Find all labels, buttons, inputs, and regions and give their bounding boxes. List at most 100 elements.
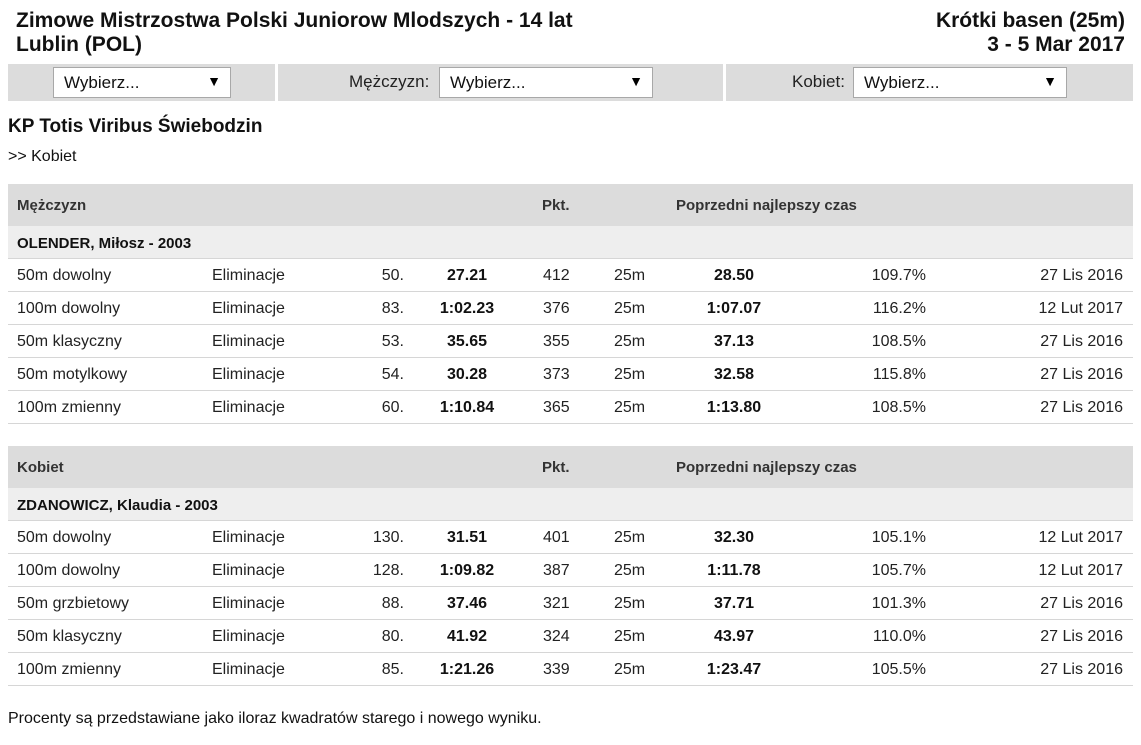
previous-best-time: 32.58 xyxy=(713,366,755,383)
percentage: 116.2% xyxy=(872,300,926,317)
athlete-row: OLENDER, Miłosz - 2003 xyxy=(8,226,1133,259)
previous-best-date: 27 Lis 2016 xyxy=(1040,661,1123,678)
footnote: Procenty są przedstawiane jako iloraz kw… xyxy=(8,710,542,727)
athlete-name[interactable]: ZDANOWICZ, Klaudia - 2003 xyxy=(17,497,218,514)
meet-title-block: Zimowe Mistrzostwa Polski Juniorow Mlods… xyxy=(16,9,573,57)
previous-best-time: 37.13 xyxy=(713,333,755,350)
table-row: 50m dowolny Eliminacje 130. 31.51 401 25… xyxy=(8,521,1133,554)
previous-best-date: 27 Lis 2016 xyxy=(1040,267,1123,284)
table-row: 100m dowolny Eliminacje 83. 1:02.23 376 … xyxy=(8,292,1133,325)
percentage: 110.0% xyxy=(872,628,926,645)
women-select[interactable]: Wybierz... ▼ xyxy=(853,67,1067,98)
table-row: 50m klasyczny Eliminacje 53. 35.65 355 2… xyxy=(8,325,1133,358)
points: 373 xyxy=(543,366,570,383)
percentage: 105.7% xyxy=(871,562,926,579)
event-select[interactable]: Wybierz... ▼ xyxy=(53,67,231,98)
previous-best-date: 12 Lut 2017 xyxy=(1038,529,1123,546)
results-table-women: Kobiet Pkt. Poprzedni najlepszy czas ZDA… xyxy=(8,446,1133,686)
course: 25m xyxy=(614,399,646,416)
round: Eliminacje xyxy=(212,399,285,416)
points: 324 xyxy=(543,628,570,645)
women-filter-label: Kobiet: xyxy=(792,72,845,91)
table-row: 50m motylkowy Eliminacje 54. 30.28 373 2… xyxy=(8,358,1133,391)
event-name: 50m dowolny xyxy=(17,529,112,546)
result-time: 37.46 xyxy=(446,595,488,612)
round: Eliminacje xyxy=(212,628,285,645)
section-title: Mężczyzn xyxy=(17,197,87,214)
round: Eliminacje xyxy=(212,595,285,612)
table-row: 50m grzbietowy Eliminacje 88. 37.46 321 … xyxy=(8,587,1133,620)
percentage: 105.5% xyxy=(871,661,926,678)
event-name: 100m zmienny xyxy=(17,661,122,678)
round: Eliminacje xyxy=(212,267,285,284)
points: 339 xyxy=(543,661,570,678)
course: 25m xyxy=(614,661,646,678)
men-filter-label: Mężczyzn: xyxy=(349,72,430,91)
place: 83. xyxy=(381,300,404,317)
chevron-down-icon: ▼ xyxy=(207,73,221,89)
round: Eliminacje xyxy=(212,366,285,383)
course: 25m xyxy=(614,529,646,546)
table-header: Kobiet Pkt. Poprzedni najlepszy czas xyxy=(8,446,1133,488)
event-name: 100m dowolny xyxy=(17,562,121,579)
place: 50. xyxy=(381,267,404,284)
round: Eliminacje xyxy=(212,333,285,350)
result-time: 31.51 xyxy=(446,529,488,546)
event-name: 50m grzbietowy xyxy=(17,595,130,612)
event-name: 50m klasyczny xyxy=(17,333,122,350)
previous-best-date: 27 Lis 2016 xyxy=(1040,333,1123,350)
place: 60. xyxy=(381,399,404,416)
previous-best-time: 1:13.80 xyxy=(706,399,762,416)
place: 53. xyxy=(381,333,404,350)
previous-best-time: 43.97 xyxy=(713,628,755,645)
course: 25m xyxy=(614,333,646,350)
percentage: 105.1% xyxy=(871,529,926,546)
course: 25m xyxy=(614,595,646,612)
chevron-down-icon: ▼ xyxy=(1043,73,1057,89)
results-table-men: Mężczyzn Pkt. Poprzedni najlepszy czas O… xyxy=(8,184,1133,424)
previous-best-time: 32.30 xyxy=(713,529,755,546)
athlete-name[interactable]: OLENDER, Miłosz - 2003 xyxy=(17,235,192,252)
round: Eliminacje xyxy=(212,300,285,317)
points: 355 xyxy=(543,333,570,350)
previous-best-date: 27 Lis 2016 xyxy=(1040,399,1123,416)
men-select[interactable]: Wybierz... ▼ xyxy=(439,67,653,98)
result-time: 27.21 xyxy=(446,267,488,284)
filter-divider xyxy=(723,64,726,101)
result-time: 1:21.26 xyxy=(439,661,495,678)
previous-best-time: 1:07.07 xyxy=(706,300,762,317)
points: 321 xyxy=(543,595,570,612)
event-select-value: Wybierz... xyxy=(64,73,140,92)
event-name: 50m motylkowy xyxy=(17,366,128,383)
filter-bar: Wybierz... ▼ Mężczyzn: Wybierz... ▼ Kobi… xyxy=(8,64,1133,101)
table-row: 100m dowolny Eliminacje 128. 1:09.82 387… xyxy=(8,554,1133,587)
points: 376 xyxy=(543,300,570,317)
place: 80. xyxy=(381,628,404,645)
result-time: 30.28 xyxy=(446,366,488,383)
table-row: 100m zmienny Eliminacje 60. 1:10.84 365 … xyxy=(8,391,1133,424)
percentage: 115.8% xyxy=(872,366,926,383)
men-select-value: Wybierz... xyxy=(450,73,526,92)
points: 365 xyxy=(543,399,570,416)
table-row: 50m dowolny Eliminacje 50. 27.21 412 25m… xyxy=(8,259,1133,292)
event-name: 100m dowolny xyxy=(17,300,121,317)
event-name: 50m dowolny xyxy=(17,267,112,284)
place: 130. xyxy=(372,529,404,546)
meet-course: Krótki basen (25m) xyxy=(935,9,1125,32)
round: Eliminacje xyxy=(212,562,285,579)
percentage: 108.5% xyxy=(871,399,926,416)
result-time: 41.92 xyxy=(446,628,488,645)
result-time: 1:02.23 xyxy=(439,300,495,317)
previous-best-date: 12 Lut 2017 xyxy=(1038,300,1123,317)
event-name: 100m zmienny xyxy=(17,399,122,416)
points-header: Pkt. xyxy=(542,459,570,476)
previous-best-date: 27 Lis 2016 xyxy=(1040,595,1123,612)
result-time: 35.65 xyxy=(446,333,488,350)
previous-best-time: 1:23.47 xyxy=(706,661,762,678)
place: 88. xyxy=(381,595,404,612)
place: 128. xyxy=(372,562,404,579)
percentage: 109.7% xyxy=(871,267,926,284)
breadcrumb-link-women[interactable]: >> Kobiet xyxy=(8,148,77,165)
chevron-down-icon: ▼ xyxy=(629,73,643,89)
result-time: 1:10.84 xyxy=(439,399,495,416)
